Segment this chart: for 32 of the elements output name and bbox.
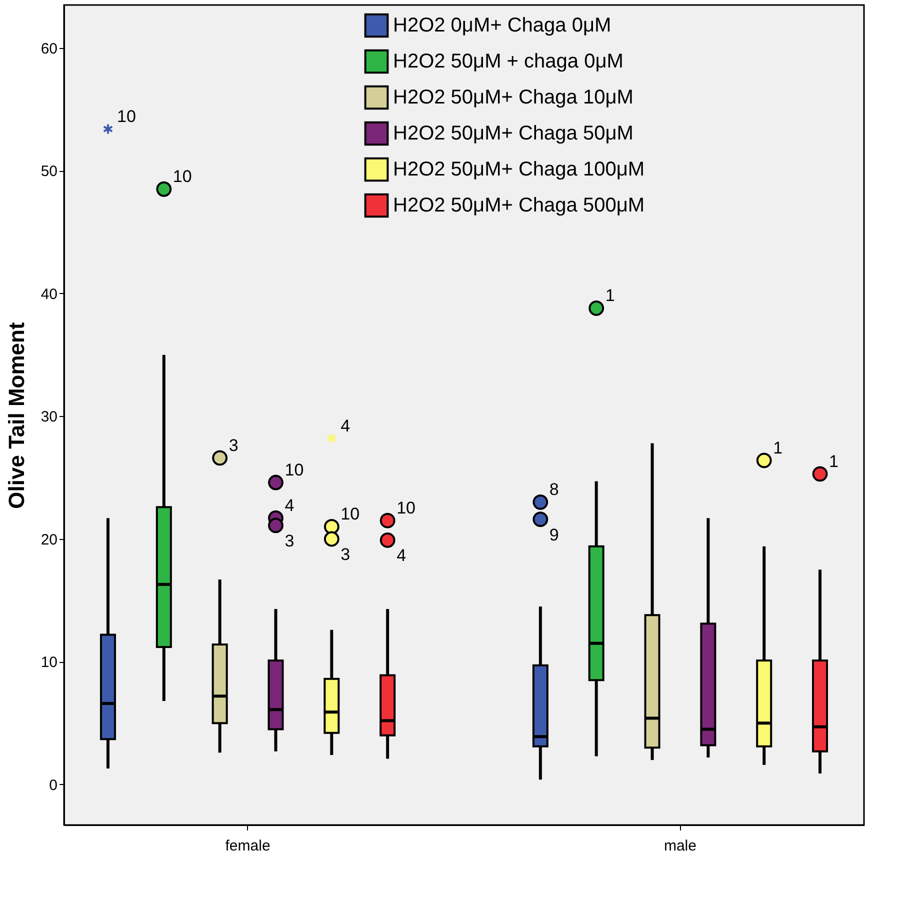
legend-label: H2O2 50μM+ Chaga 100μM bbox=[393, 158, 645, 180]
annotation: 10 bbox=[116, 106, 136, 126]
y-tick-label: 10 bbox=[40, 654, 58, 672]
annotation: 10 bbox=[340, 504, 360, 524]
y-tick-label: 20 bbox=[40, 531, 58, 548]
annotation: 3 bbox=[284, 531, 294, 550]
annotation: 1 bbox=[829, 452, 838, 471]
annotation: 10 bbox=[396, 498, 416, 518]
annotation: 3 bbox=[228, 436, 238, 455]
legend-label: H2O2 50μM+ Chaga 50μM bbox=[393, 122, 634, 144]
annotation: 10 bbox=[172, 167, 192, 186]
legend-label: H2O2 50μM+ Chaga 10μM bbox=[393, 86, 634, 108]
y-tick-label: 0 bbox=[49, 776, 58, 794]
annotation: 4 bbox=[396, 546, 406, 566]
annotation: 10 bbox=[284, 460, 304, 480]
legend-label: H2O2 50μM + chaga 0μM bbox=[393, 50, 624, 72]
legend-label: H2O2 50μM+ Chaga 500μM bbox=[393, 194, 645, 216]
legend-label: H2O2 0μM+ Chaga 0μM bbox=[393, 14, 612, 36]
annotation: 1 bbox=[773, 438, 783, 458]
y-tick-label: 40 bbox=[40, 286, 58, 303]
annotation: 8 bbox=[549, 480, 559, 500]
annotation: 4 bbox=[284, 496, 294, 516]
y-tick-label: 30 bbox=[40, 408, 58, 426]
y-tick-label: 50 bbox=[40, 163, 58, 180]
x-tick-label: male bbox=[664, 838, 696, 854]
annotation: 1 bbox=[605, 286, 615, 306]
x-tick-label: female bbox=[225, 838, 270, 854]
y-tick-label: 60 bbox=[40, 40, 58, 58]
annotation: 4 bbox=[340, 416, 350, 436]
annotation: 9 bbox=[549, 525, 559, 544]
y-axis-title: Olive Tail Moment bbox=[4, 322, 29, 509]
annotation: 3 bbox=[340, 544, 350, 564]
